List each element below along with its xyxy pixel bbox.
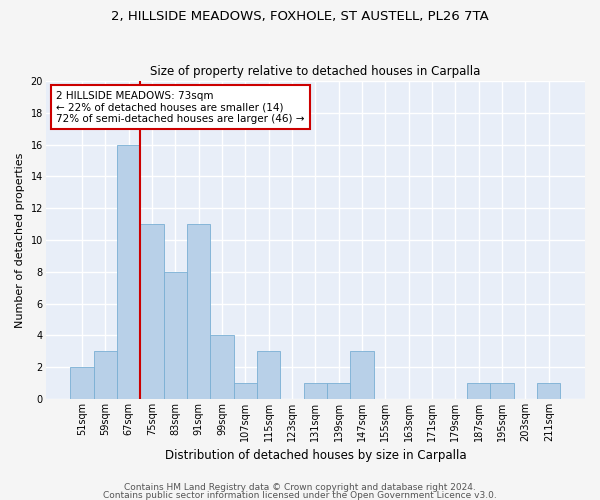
Bar [70,367,94,399]
Text: 2, HILLSIDE MEADOWS, FOXHOLE, ST AUSTELL, PL26 7TA: 2, HILLSIDE MEADOWS, FOXHOLE, ST AUSTELL… [111,10,489,23]
Bar [210,336,233,399]
Bar [94,352,117,399]
Bar [257,352,280,399]
Bar [490,383,514,399]
Bar [327,383,350,399]
Bar [117,144,140,399]
Bar [187,224,210,399]
Y-axis label: Number of detached properties: Number of detached properties [15,152,25,328]
Bar [350,352,374,399]
Bar [233,383,257,399]
Bar [140,224,164,399]
Text: 2 HILLSIDE MEADOWS: 73sqm
← 22% of detached houses are smaller (14)
72% of semi-: 2 HILLSIDE MEADOWS: 73sqm ← 22% of detac… [56,90,305,124]
Text: Contains HM Land Registry data © Crown copyright and database right 2024.: Contains HM Land Registry data © Crown c… [124,484,476,492]
Text: Contains public sector information licensed under the Open Government Licence v3: Contains public sector information licen… [103,490,497,500]
Bar [537,383,560,399]
Bar [164,272,187,399]
X-axis label: Distribution of detached houses by size in Carpalla: Distribution of detached houses by size … [164,450,466,462]
Bar [467,383,490,399]
Bar [304,383,327,399]
Title: Size of property relative to detached houses in Carpalla: Size of property relative to detached ho… [150,66,481,78]
